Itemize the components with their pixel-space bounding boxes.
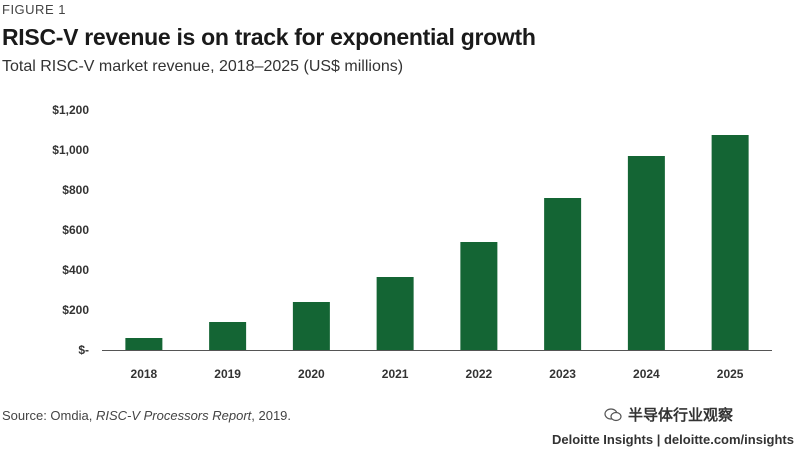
bar-2024 (627, 156, 665, 350)
chart-title: RISC-V revenue is on track for exponenti… (2, 24, 536, 50)
watermark: 半导体行业观察 (604, 404, 733, 425)
bar-2023 (544, 198, 582, 350)
source-report-title: RISC-V Processors Report (95, 408, 252, 423)
y-tick-label: $600 (62, 223, 89, 237)
x-tick-label: 2022 (466, 367, 493, 381)
bar-2020 (292, 302, 330, 350)
bars (125, 135, 749, 350)
watermark-text: 半导体行业观察 (628, 407, 734, 424)
x-tick-label: 2019 (214, 367, 241, 381)
x-axis-ticks: 2018 2019 2020 2021 2022 2023 2024 2025 (131, 367, 744, 381)
y-tick-label: $400 (62, 263, 89, 277)
figure-label: FIGURE 1 (2, 2, 66, 17)
bar-2021 (376, 277, 414, 350)
chart-subtitle: Total RISC-V market revenue, 2018–2025 (… (2, 58, 404, 75)
wechat-icon (604, 407, 622, 422)
bar-chart: $-$200$400$600$800$1,000$1,200 2018 2019 2… (52, 103, 772, 381)
source-note: Source: Omdia, RISC-V Processors Report,… (2, 408, 291, 423)
x-tick-label: 2023 (549, 367, 576, 381)
x-tick-label: 2024 (633, 367, 660, 381)
x-tick-label: 2018 (131, 367, 158, 381)
footer-credit: Deloitte Insights | deloitte.com/insight… (552, 432, 794, 447)
x-tick-label: 2020 (298, 367, 325, 381)
y-axis-ticks: $- $200 $400 $600 $800 $1,000 $1,200 (52, 103, 89, 357)
bar-2019 (209, 322, 247, 350)
y-tick-label: $200 (62, 303, 89, 317)
x-tick-label: 2025 (717, 367, 744, 381)
y-tick-label: $1,200 (52, 103, 89, 117)
x-tick-label: 2021 (382, 367, 409, 381)
source-suffix: , 2019. (251, 408, 292, 423)
source-prefix: Source: Omdia, (2, 408, 96, 423)
y-tick-label: $1,000 (52, 143, 89, 157)
bar-2025 (711, 135, 749, 350)
bar-2018 (125, 338, 163, 350)
y-tick-label: $800 (62, 183, 89, 197)
bar-2022 (460, 242, 498, 350)
y-tick-label: $- (78, 343, 89, 357)
